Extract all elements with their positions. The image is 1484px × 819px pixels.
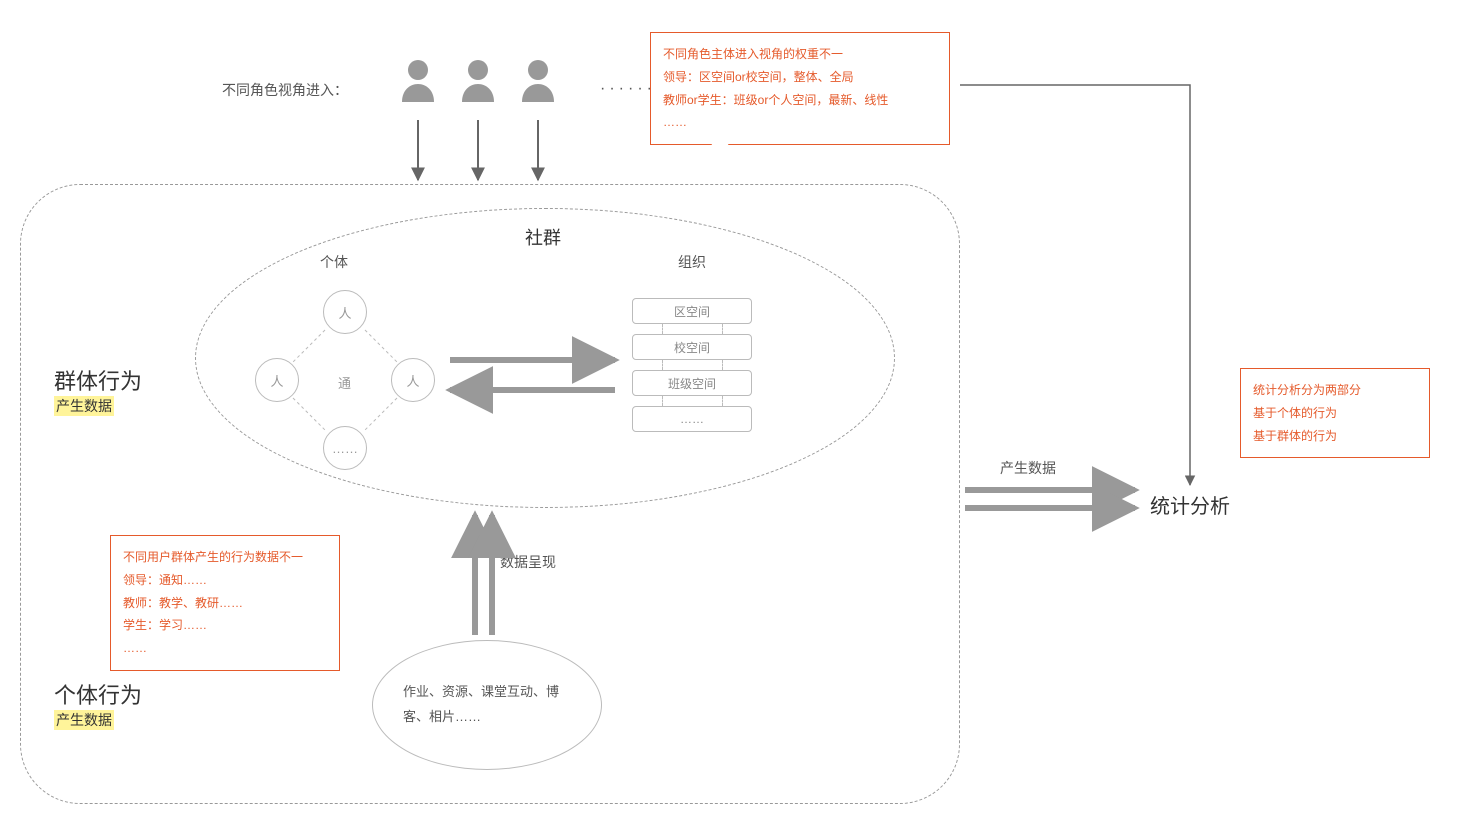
- org-box: 区空间: [632, 298, 752, 324]
- callout-line: 基于个体的行为: [1253, 402, 1417, 425]
- org-box-ellipsis: ……: [632, 406, 752, 432]
- callout-line: 不同角色主体进入视角的权重不一: [663, 43, 937, 66]
- callout-line: 不同用户群体产生的行为数据不一: [123, 546, 327, 569]
- org-box: 班级空间: [632, 370, 752, 396]
- callout-line: ……: [123, 637, 327, 660]
- content-ellipse: 作业、资源、课堂互动、博客、相片……: [372, 640, 602, 770]
- callout-line: 基于群体的行为: [1253, 425, 1417, 448]
- org-box: 校空间: [632, 334, 752, 360]
- callout-line: 领导：通知……: [123, 569, 327, 592]
- org-stack: 区空间 校空间 班级空间 ……: [632, 298, 752, 432]
- individual-cluster: 人 人 人 …… 通: [255, 290, 435, 470]
- callout-line: 统计分析分为两部分: [1253, 379, 1417, 402]
- organization-label: 组织: [678, 252, 706, 272]
- callout-role-weight: 不同角色主体进入视角的权重不一 领导：区空间or校空间，整体、全局 教师or学生…: [650, 32, 950, 145]
- community-title: 社群: [525, 224, 561, 250]
- indiv-behavior-title: 个体行为: [54, 678, 142, 710]
- diagram-stage: 不同角色视角进入： ······ 不同角色主体进入视角的权重不一 领导：区空间o…: [0, 0, 1484, 819]
- data-present-label: 数据呈现: [500, 552, 556, 572]
- content-text: 作业、资源、课堂互动、博客、相片……: [403, 680, 571, 729]
- person-icon: [522, 60, 554, 102]
- callout-line: ……: [663, 111, 937, 134]
- callout-line: 教师：教学、教研……: [123, 592, 327, 615]
- person-icon: [462, 60, 494, 102]
- stat-analysis-label: 统计分析: [1150, 490, 1230, 519]
- callout-tail-icon: [170, 675, 190, 689]
- ellipsis-icons: ······: [600, 80, 656, 98]
- group-behavior-sub: 产生数据: [54, 396, 114, 416]
- cluster-links: [255, 290, 435, 470]
- callout-line: 教师or学生：班级or个人空间，最新、线性: [663, 89, 937, 112]
- indiv-behavior-block: 个体行为 产生数据: [54, 678, 142, 730]
- callout-behavior-data: 不同用户群体产生的行为数据不一 领导：通知…… 教师：教学、教研…… 学生：学习…: [110, 535, 340, 671]
- callout-tail-icon: [710, 142, 730, 156]
- group-behavior-block: 群体行为 产生数据: [54, 364, 142, 416]
- callout-stat-parts: 统计分析分为两部分 基于个体的行为 基于群体的行为: [1240, 368, 1430, 458]
- person-icons-row: [400, 58, 600, 108]
- person-icon: [402, 60, 434, 102]
- role-entry-label: 不同角色视角进入：: [222, 80, 348, 100]
- group-behavior-title: 群体行为: [54, 364, 142, 396]
- callout-tail-icon: [1270, 458, 1290, 472]
- callout-line: 领导：区空间or校空间，整体、全局: [663, 66, 937, 89]
- indiv-behavior-sub: 产生数据: [54, 710, 114, 730]
- produce-data-label: 产生数据: [1000, 458, 1056, 478]
- callout-line: 学生：学习……: [123, 614, 327, 637]
- individual-label: 个体: [320, 252, 348, 272]
